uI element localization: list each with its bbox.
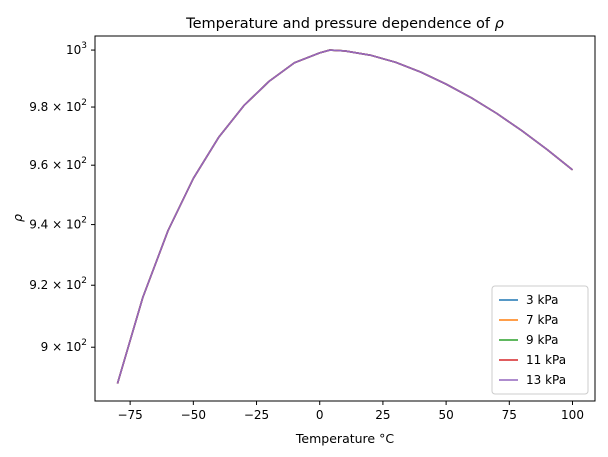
x-tick-label: −75 [117,408,142,422]
axes-frame [94,35,596,402]
chart-title: Temperature and pressure dependence of ρ [185,16,504,32]
legend-label: 11 kPa [526,353,566,367]
y-tick-label: 9.2 × 102 [29,276,87,292]
x-tick-label: −25 [244,408,269,422]
legend-label: 7 kPa [526,313,558,327]
x-tick-label: 75 [502,408,517,422]
y-axis: 9 × 102 9.2 × 102 9.4 × 102 9.6 × 102 9.8 × … [29,41,95,354]
x-tick-label: 25 [375,408,390,422]
y-tick-label: 9.8 × 102 [29,98,87,114]
x-axis: −75 −50 −25 0 25 50 75 100 [117,401,584,422]
x-tick-label: 50 [438,408,453,422]
x-tick-label: −50 [181,408,206,422]
y-tick-label: 9.6 × 102 [29,156,87,172]
legend-label: 9 kPa [526,333,558,347]
series-line [116,49,573,384]
y-axis-label: ρ [10,214,25,222]
legend: 3 kPa 7 kPa 9 kPa 11 kPa 13 kPa [491,285,589,395]
plot-area [116,49,573,384]
y-tick-label: 9.4 × 102 [29,216,87,232]
legend-box [491,285,589,395]
y-tick-label: 103 [66,41,87,57]
x-tick-label: 100 [561,408,584,422]
legend-label: 13 kPa [526,373,566,387]
legend-label: 3 kPa [526,293,558,307]
x-axis-label: Temperature °C [295,431,394,446]
y-tick-label: 9 × 102 [41,338,87,354]
x-tick-label: 0 [316,408,324,422]
